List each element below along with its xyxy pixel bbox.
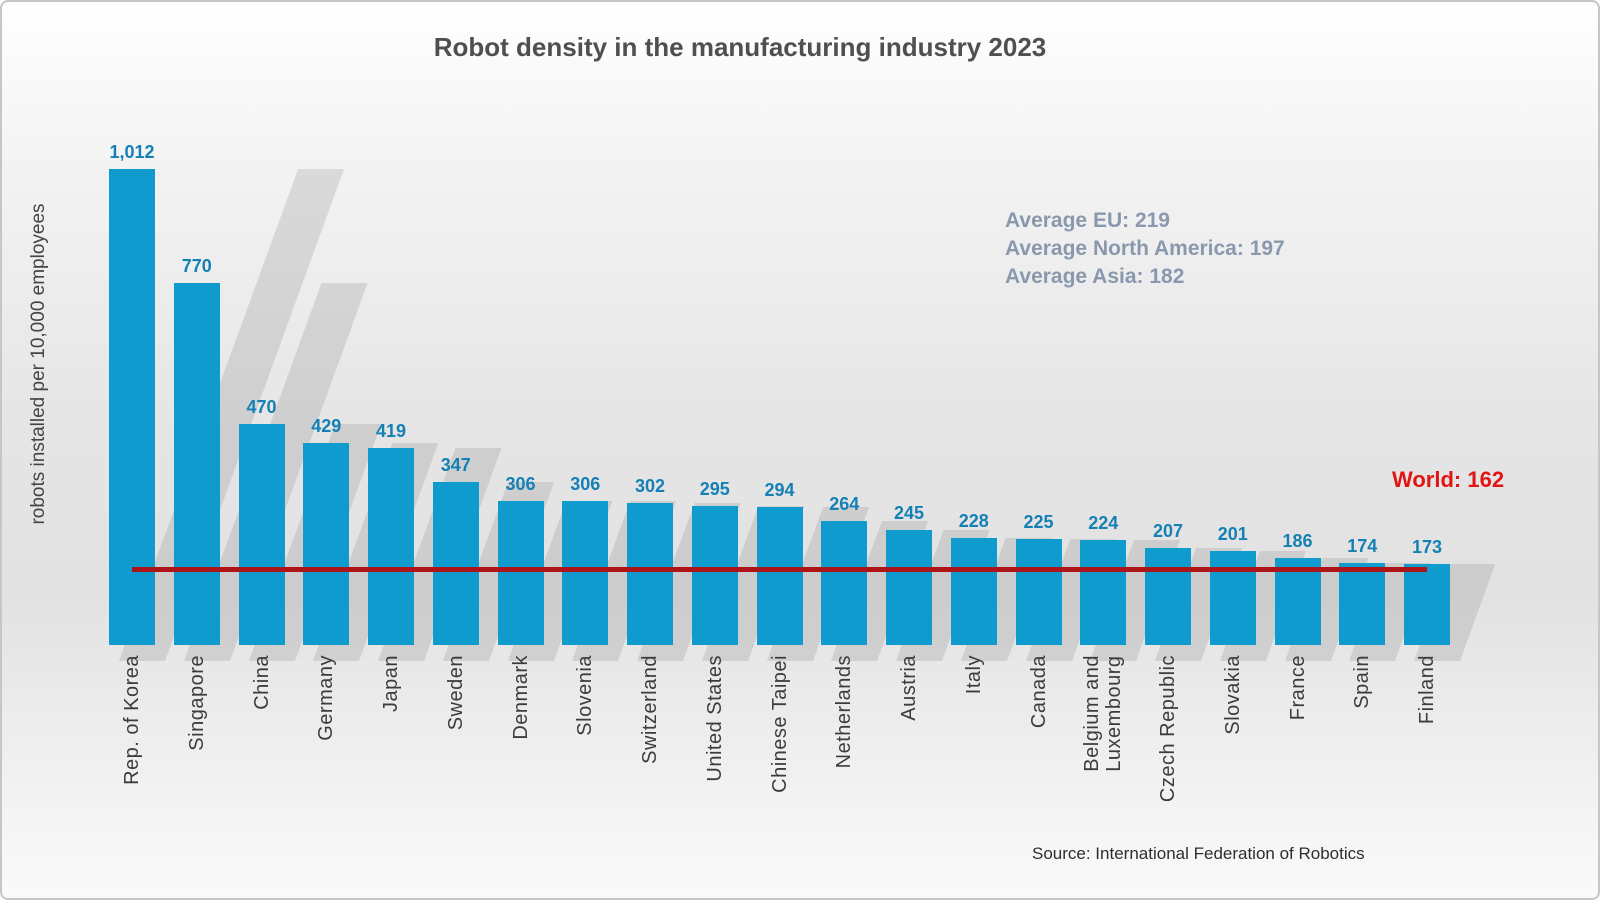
bar-value-label: 302	[634, 476, 666, 496]
x-axis-label: France	[1287, 655, 1309, 721]
bar-united-states	[692, 506, 738, 645]
bar-value-label: 306	[570, 474, 601, 494]
chart-title: Robot density in the manufacturing indus…	[433, 32, 1047, 62]
bar-finland	[1404, 564, 1450, 645]
bar-spain	[1339, 563, 1385, 645]
bar-austria	[886, 530, 932, 645]
bar-value-label: 201	[1217, 524, 1248, 544]
x-axis-label: Germany	[315, 655, 337, 741]
bar-sweden	[433, 482, 479, 645]
x-axis-label: Denmark	[510, 655, 532, 740]
bar-value-label: 228	[958, 511, 989, 531]
bar-slovakia	[1210, 551, 1256, 645]
bar-czech-republic	[1145, 548, 1191, 645]
x-axis-label: Japan	[380, 655, 402, 712]
bar-value-label: 225	[1023, 512, 1054, 532]
bar-denmark	[498, 501, 544, 645]
bar-value-label: 294	[764, 480, 795, 500]
bar-value-label: 264	[829, 494, 860, 514]
bar-value-label: 207	[1152, 521, 1184, 541]
bar-france	[1275, 558, 1321, 645]
bar-value-label: 173	[1411, 537, 1443, 557]
region-averages-annotation: Average EU: 219 Average North America: 1…	[1005, 207, 1285, 291]
source-attribution: Source: International Federation of Robo…	[1032, 844, 1365, 863]
bar-italy	[951, 538, 997, 645]
bar-china	[239, 424, 285, 645]
x-axis-label: Netherlands	[833, 655, 855, 769]
bar-value-label: 295	[699, 479, 730, 499]
x-axis-label: Slovakia	[1222, 655, 1244, 735]
bar-rep-of-korea	[109, 169, 155, 645]
x-axis-label: United States	[704, 655, 726, 782]
bar-value-label: 429	[311, 416, 342, 436]
bar-belgium-and-luxembourg	[1080, 540, 1126, 645]
bar-value-label: 419	[375, 421, 407, 441]
x-axis-label: Spain	[1351, 655, 1373, 709]
bar-value-label: 770	[181, 256, 212, 276]
x-axis-label: Belgium and Luxembourg	[1081, 655, 1125, 772]
world-reference-label: World: 162	[1392, 467, 1505, 492]
x-axis-label: Singapore	[186, 655, 208, 751]
bar-slovenia	[562, 501, 608, 645]
x-axis-label: Finland	[1416, 655, 1438, 725]
world-reference-line	[132, 567, 1427, 572]
x-axis-label: Italy	[963, 655, 985, 695]
bar-singapore	[174, 283, 220, 645]
y-axis-label: robots installed per 10,000 employees	[28, 203, 49, 525]
bar-value-label: 186	[1282, 531, 1313, 551]
x-axis-label: Chinese Taipei	[769, 655, 791, 793]
x-axis-label: Sweden	[445, 655, 467, 731]
bar-value-label: 245	[893, 503, 925, 523]
bar-value-label: 347	[440, 455, 471, 475]
x-axis-label: Slovenia	[574, 655, 596, 736]
bar-japan	[368, 448, 414, 645]
bar-value-label: 174	[1347, 536, 1378, 556]
bar-canada	[1016, 539, 1062, 645]
x-axis-label: Rep. of Korea	[121, 655, 143, 785]
x-axis-label: Switzerland	[639, 655, 661, 764]
bar-germany	[303, 443, 349, 645]
bar-chinese-taipei	[757, 507, 803, 645]
average-asia-text: Average Asia: 182	[1005, 265, 1185, 288]
x-axis-label: Canada	[1028, 655, 1050, 729]
bar-value-label: 470	[246, 397, 277, 417]
x-axis-label: Austria	[898, 655, 920, 721]
bar-switzerland	[627, 503, 673, 645]
bar-value-label: 224	[1088, 513, 1119, 533]
bar-value-label: 1,012	[109, 142, 155, 162]
x-axis-label: Czech Republic	[1157, 655, 1179, 803]
average-eu-text: Average EU: 219	[1005, 209, 1170, 232]
average-north-america-text: Average North America: 197	[1005, 237, 1285, 260]
bar-netherlands	[821, 521, 867, 645]
bar-value-label: 306	[505, 474, 536, 494]
x-axis-label: China	[251, 655, 273, 710]
